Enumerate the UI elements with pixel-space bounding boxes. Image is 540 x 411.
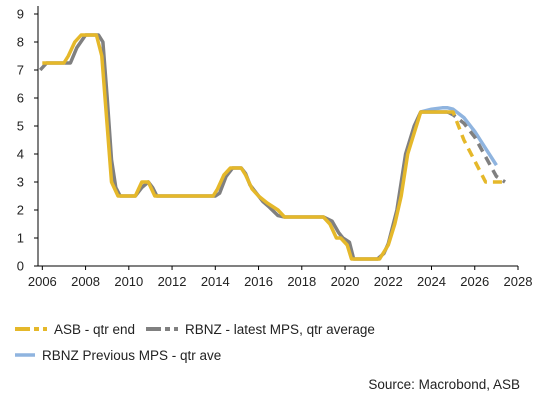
legend-label-rbnz-previous: RBNZ Previous MPS - qtr ave — [42, 347, 222, 363]
y-tick-label: 4 — [17, 147, 24, 162]
x-tick-label: 2024 — [417, 274, 446, 289]
legend-label-rbnz-latest: RBNZ - latest MPS, qtr average — [185, 321, 375, 337]
y-tick-label: 8 — [17, 35, 24, 50]
y-tick-label: 2 — [17, 203, 24, 218]
x-tick-label: 2022 — [374, 274, 403, 289]
series-line-4 — [447, 110, 505, 184]
chart-legend: ASB - qtr end RBNZ - latest MPS, qtr ave… — [14, 316, 385, 368]
y-tick-label: 7 — [17, 63, 24, 78]
x-tick-label: 2028 — [504, 274, 533, 289]
legend-label-asb: ASB - qtr end — [54, 321, 136, 337]
legend-swatch-rbnz-previous — [15, 353, 35, 357]
y-tick-label: 9 — [17, 7, 24, 22]
x-tick-label: 2008 — [71, 274, 100, 289]
legend-item-rbnz-latest: RBNZ - latest MPS, qtr average — [145, 322, 375, 337]
legend-row-2: RBNZ Previous MPS - qtr ave — [14, 342, 385, 368]
x-tick-label: 2006 — [28, 274, 57, 289]
series-line-0 — [420, 106, 498, 167]
x-tick-label: 2026 — [460, 274, 489, 289]
line-chart: 0 1 2 3 4 5 6 7 8 9 2006 2008 2010 2012 2014 2016 2018 20… — [17, 6, 533, 289]
y-tick-label: 1 — [17, 231, 24, 246]
legend-swatch-rbnz-latest — [146, 327, 179, 331]
y-tick-label: 0 — [17, 259, 24, 274]
y-tick-label: 5 — [17, 119, 24, 134]
x-tick-label: 2014 — [201, 274, 230, 289]
x-tick-label: 2020 — [331, 274, 360, 289]
legend-swatch-asb — [15, 327, 47, 331]
source-note: Source: Macrobond, ASB — [368, 377, 520, 392]
x-tick-label: 2016 — [244, 274, 273, 289]
x-tick-label: 2012 — [158, 274, 187, 289]
y-tick-label: 3 — [17, 175, 24, 190]
x-tick-label: 2018 — [287, 274, 316, 289]
legend-item-rbnz-previous: RBNZ Previous MPS - qtr ave — [14, 348, 221, 363]
y-tick-label: 6 — [17, 91, 24, 106]
legend-item-asb: ASB - qtr end — [14, 322, 135, 337]
series-line-3 — [42, 33, 448, 261]
x-tick-label: 2010 — [114, 274, 143, 289]
legend-row-1: ASB - qtr end RBNZ - latest MPS, qtr ave… — [14, 316, 385, 342]
